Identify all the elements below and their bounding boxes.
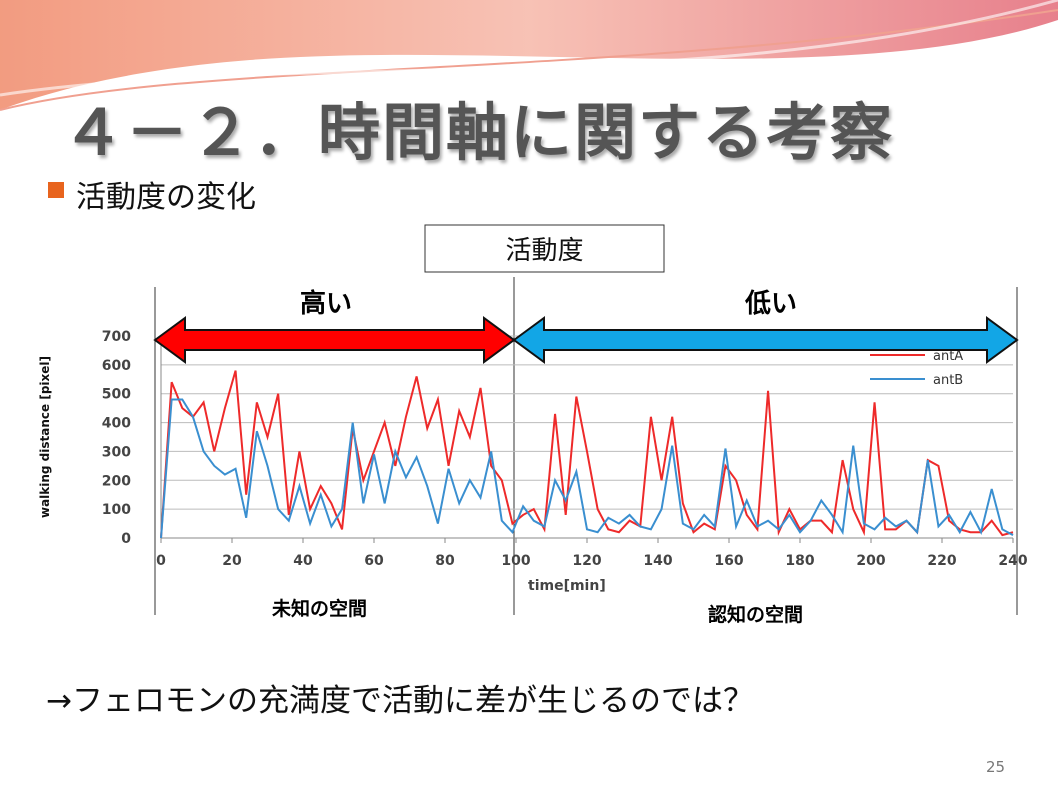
x-tick-label: 120	[572, 553, 601, 569]
x-tick-label: 60	[364, 553, 384, 569]
x-axis-label: time[min]	[528, 578, 606, 594]
y-tick-label: 600	[102, 358, 131, 374]
y-tick-label: 200	[102, 473, 131, 489]
y-tick-label: 500	[102, 387, 131, 403]
x-tick-label: 180	[785, 553, 814, 569]
x-tick-label: 0	[156, 553, 166, 569]
page-number: 25	[986, 758, 1006, 776]
y-tick-label: 0	[121, 531, 131, 547]
data-line	[160, 398, 1014, 539]
legend-label: antA	[933, 349, 963, 364]
y-axis-label: walking distance [pixel]	[38, 356, 52, 518]
x-tick-label: 200	[856, 553, 885, 569]
high-label: 高い	[300, 289, 353, 319]
conclusion: →フェロモンの充満度で活動に差が生じるのでは？	[46, 683, 754, 719]
known-space: 認知の空間	[708, 604, 804, 626]
y-tick-label: 700	[102, 329, 131, 345]
low-label: 低い	[745, 289, 798, 319]
x-tick-label: 240	[998, 553, 1027, 569]
unknown-space: 未知の空間	[272, 598, 368, 620]
x-tick-label: 140	[643, 553, 672, 569]
legend-label: antB	[933, 373, 963, 388]
y-tick-label: 400	[102, 416, 131, 432]
y-tick-label: 300	[102, 444, 131, 460]
x-tick-label: 80	[435, 553, 455, 569]
y-tick-label: 100	[102, 502, 131, 518]
slide-title: ４－２．時間軸に関する考察	[62, 96, 895, 169]
x-tick-label: 100	[501, 553, 530, 569]
x-tick-label: 40	[293, 553, 313, 569]
x-tick-label: 160	[714, 553, 743, 569]
box-label: 活動度	[505, 236, 584, 266]
x-tick-label: 20	[222, 553, 242, 569]
data-line	[160, 370, 1014, 539]
x-tick-label: 220	[927, 553, 956, 569]
bullet: 活動度の変化	[76, 180, 256, 215]
